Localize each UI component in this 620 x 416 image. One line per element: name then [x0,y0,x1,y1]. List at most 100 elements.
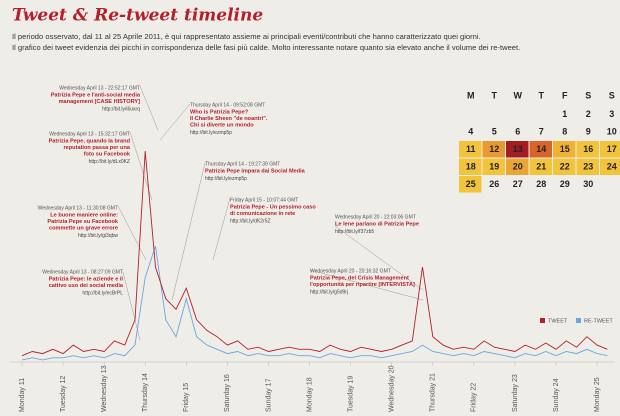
calendar-day: 19 [489,162,499,172]
annotation-date: Wednesday April 13 - 22:52:17 GMT [59,85,140,91]
leader-line [309,269,424,301]
chart-title: Tweet & Re-tweet timeline [12,6,263,26]
annotation-text: Patrizia Pepe, del Crisis Management [310,275,409,281]
annotation-text: reputation passa per una [63,145,130,151]
calendar-day: 10 [607,127,617,137]
leader-line [212,197,231,261]
legend-label: RE-TWEET [584,318,613,324]
calendar-header: W [514,90,523,100]
annotation-date: Wednesday April 20 - 22:03:06 GMT [335,214,416,220]
annotation-url: http://bit.ly/dK2r5Z [230,218,271,224]
calendar-header: S [585,90,591,100]
annotation-text: Patrizia Pepe - Un pessimo caso [230,204,316,210]
calendar-header: F [562,90,568,100]
calendar-cell [459,158,482,175]
calendar-day: 6 [515,127,520,137]
leader-line [334,225,424,291]
calendar-header: T [492,90,498,100]
annotation-text: Le buone maniere online: [50,212,118,218]
annotation-url: http://bit.ly/ecBrPL [82,290,123,296]
calendar-day: 23 [583,162,593,172]
calendar-cell [459,141,482,158]
subtitle: Il grafico dei tweet evidenzia dei picch… [12,43,520,52]
annotation-text: Patrizia Pepe: le aziende e il [49,276,124,282]
legend-label: TWEET [548,318,568,324]
calendar-day: 2 [586,109,591,119]
series-line [21,245,608,361]
calendar-day: 7 [539,127,544,137]
calendar-day: 5 [492,127,497,137]
annotation-text: foto su Facebook [84,151,131,157]
annotation-date: Wednesday April 13 - 11:30:08 GMT [38,205,118,211]
calendar-cell [553,158,576,175]
annotation-text: Il Charlie Sheen "de noantri". [190,116,268,122]
annotation-text: Patrizia Pepe impara dai Social Media [205,168,306,174]
calendar-day: 24 [607,162,617,172]
legend-swatch [576,318,581,323]
annotation-url: http://bit.ly/ezmp5p [190,130,232,136]
calendar-day: 15 [560,144,570,154]
calendar-header: S [609,90,615,100]
x-tick-label: Friday 15 [183,383,190,412]
annotation-url: http://bit.ly/dLx0KZ [89,159,130,165]
calendar-day: 3 [609,109,614,119]
subtitle: Il periodo osservato, dal 11 al 25 April… [12,32,481,41]
annotation-date: Wednesday April 13 - 08:27:09 GMT [42,269,123,275]
calendar-day: 22 [560,162,570,172]
annotation-text: Le Iene parlano di Patrizia Pepe [335,221,419,227]
calendar-day: 4 [468,127,473,137]
leader-line [117,205,147,261]
annotation-date: Thursday April 14 - 09:52:08 GMT [190,102,265,108]
calendar-cell [506,158,529,175]
calendar-header: T [539,90,545,100]
calendar-day: 20 [513,162,523,172]
leader-line [171,162,206,301]
legend-swatch [540,318,545,323]
calendar-day: 14 [536,144,546,154]
calendar-day: 28 [536,179,546,189]
x-tick-label: Thursday 14 [142,373,149,412]
annotation-text: l'opportunità per ripartire [INTERVISTA] [310,282,415,288]
x-tick-label: Friday 22 [471,383,478,412]
annotation-url: http://bit.ly/f37zb5 [335,229,374,235]
x-tick-label: Monday 25 [594,377,601,412]
calendar-day: 16 [583,144,593,154]
x-tick-label: Saturday 16 [224,374,231,412]
calendar-day: 1 [562,109,567,119]
annotation-url: http://bit.ly/i6uxrq [102,106,140,112]
calendar-cell [529,158,552,175]
x-tick-label: Sunday 17 [265,378,272,412]
calendar-day: 21 [536,162,546,172]
calendar-cell [600,158,620,175]
annotation-text: commette un grave errore [49,225,118,231]
x-tick-label: Thursday 21 [430,373,437,412]
annotation-text: Patrizia Pepe, quando la brand [49,138,131,144]
x-tick-label: Monday 18 [306,377,313,412]
annotation-date: Thursday April 14 - 19:27:39 GMT [205,161,280,167]
calendar-cell [506,141,529,158]
leader-line [139,85,159,131]
series-line [21,151,608,357]
annotation-url: http://bit.ly/g5d9rj [310,289,348,295]
annotation-text: Patrizia Pepe su Facebook [47,219,118,225]
calendar-cell [482,141,505,158]
calendar-day: 9 [586,127,591,137]
calendar-day: 30 [583,179,593,189]
calendar-cell [482,158,505,175]
x-tick-label: Monday 11 [19,378,26,412]
annotation-url: http://bit.ly/gi3qbw [78,233,118,239]
calendar-cell [576,141,599,158]
x-tick-label: Tuesday 19 [347,376,354,412]
annotation-text: di comunicazione in rete [230,211,295,217]
calendar-day: 29 [560,179,570,189]
annotation-date: Wednesday April 13 - 15:32:17 GMT [49,131,130,137]
leader-line [159,103,191,141]
calendar-day: 25 [466,179,476,189]
annotation-text: Who is Patrizia Pepe? [190,109,249,115]
annotation-date: Friday April 15 - 10:07:44 GMT [230,197,298,203]
calendar-day: 11 [466,144,476,154]
annotation-text: Patrizia Pepe e l'anti-social media [51,92,141,98]
calendar-day: 13 [513,144,523,154]
x-tick-label: Saturday 23 [512,374,519,412]
calendar-day: 12 [489,144,499,154]
